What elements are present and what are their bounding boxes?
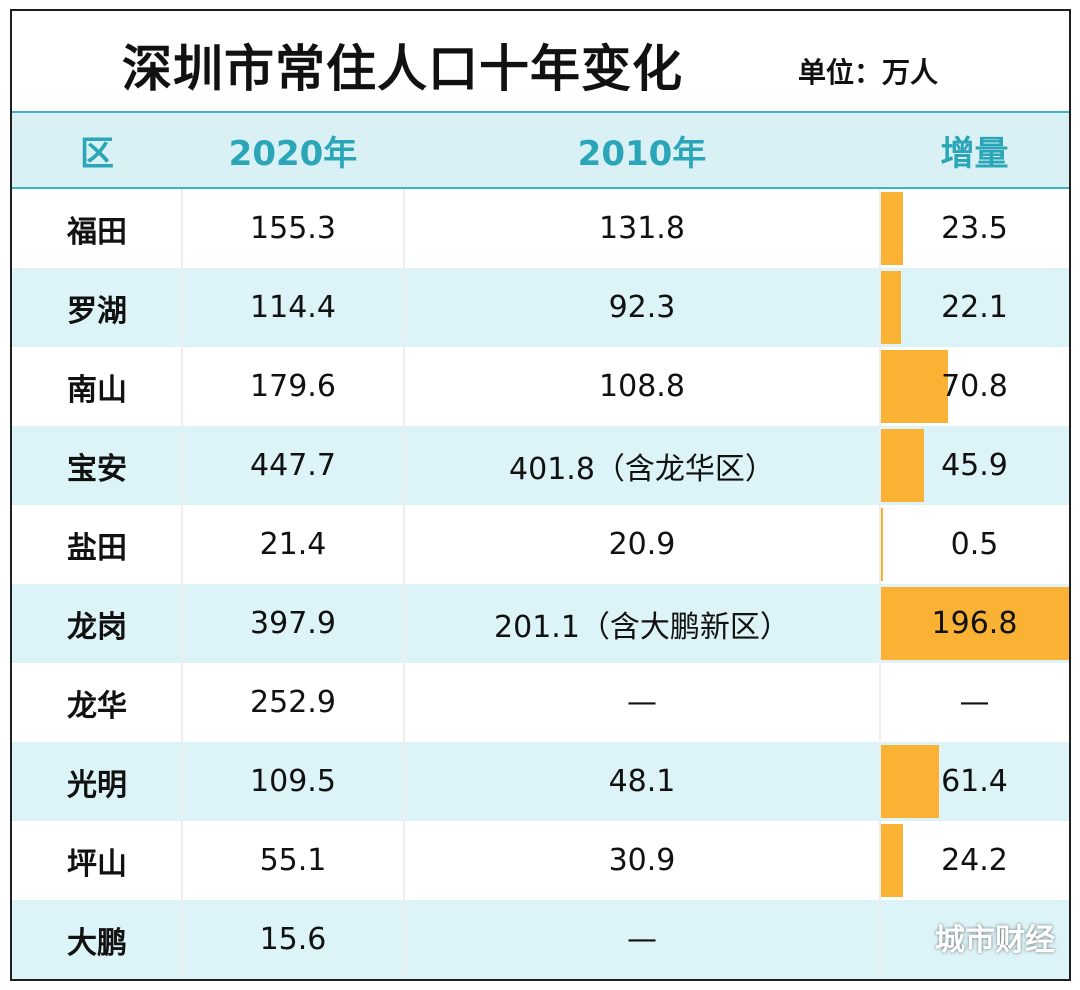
increase-cell: 45.9 [941, 448, 1008, 483]
increase-bar [880, 350, 948, 423]
value-2010-cell: 20.9 [608, 527, 676, 562]
column-divider [181, 189, 183, 979]
page-title: 深圳市常住人口十年变化 [122, 40, 683, 98]
district-cell: 大鹏 [67, 925, 127, 961]
table-row: 罗湖 114.4 92.3 22.1 [12, 268, 1069, 347]
watermark: 城市财经 [935, 923, 1055, 958]
table-frame: 深圳市常住人口十年变化 单位：万人 区 2020年 2010年 增量 福田 155… [10, 9, 1071, 981]
increase-bar [880, 271, 901, 344]
value-2020-cell: 15.6 [259, 922, 327, 957]
value-2010-cell: 401.8（含龙华区） [509, 451, 775, 487]
increase-cell: 0.5 [950, 527, 999, 562]
unit-label: 单位：万人 [798, 56, 939, 89]
value-2010-cell: 201.1（含大鹏新区） [494, 609, 790, 645]
increase-cell: 61.4 [941, 764, 1008, 799]
district-cell: 龙岗 [67, 609, 127, 645]
column-divider [879, 189, 881, 979]
district-cell: 福田 [67, 214, 127, 250]
title-row: 深圳市常住人口十年变化 单位：万人 [12, 11, 1069, 111]
increase-bar [880, 745, 939, 818]
value-2010-cell: 30.9 [608, 843, 676, 878]
value-2010-cell: 92.3 [608, 290, 676, 325]
value-2010-cell: — [627, 685, 657, 720]
district-cell: 坪山 [67, 846, 127, 882]
district-cell: 龙华 [67, 688, 127, 724]
value-2020-cell: 155.3 [250, 211, 336, 246]
table-row: 宝安 447.7 401.8（含龙华区） 45.9 [12, 426, 1069, 505]
increase-cell: 22.1 [941, 290, 1008, 325]
header-2010: 2010年 [577, 133, 707, 174]
increase-cell: 70.8 [941, 369, 1008, 404]
increase-bar [880, 508, 883, 581]
value-2010-cell: 48.1 [608, 764, 676, 799]
value-2020-cell: 55.1 [259, 843, 327, 878]
value-2010-cell: — [627, 922, 657, 957]
increase-bar [880, 587, 1069, 660]
increase-cell: 24.2 [941, 843, 1008, 878]
value-2020-cell: 21.4 [259, 527, 327, 562]
increase-cell: 196.8 [931, 606, 1018, 641]
district-cell: 宝安 [67, 451, 127, 487]
increase-bar [880, 429, 924, 502]
value-2020-cell: 109.5 [250, 764, 336, 799]
table-row: 盐田 21.4 20.9 0.5 [12, 505, 1069, 584]
increase-cell: — [959, 685, 990, 720]
table-header: 区 2020年 2010年 增量 [12, 111, 1069, 189]
district-cell: 罗湖 [67, 293, 127, 329]
table-row: 坪山 55.1 30.9 24.2 [12, 821, 1069, 900]
increase-bar [880, 824, 903, 897]
table-row: 龙岗 397.9 201.1（含大鹏新区） 196.8 [12, 584, 1069, 663]
increase-bar [880, 192, 903, 265]
increase-cell: 23.5 [941, 211, 1008, 246]
value-2020-cell: 397.9 [250, 606, 336, 641]
district-cell: 南山 [67, 372, 127, 408]
value-2020-cell: 114.4 [250, 290, 336, 325]
value-2020-cell: 179.6 [250, 369, 336, 404]
district-cell: 盐田 [67, 530, 127, 566]
district-cell: 光明 [67, 767, 127, 803]
header-2020: 2020年 [228, 133, 358, 174]
table-row: 福田 155.3 131.8 23.5 [12, 189, 1069, 268]
table-row: 光明 109.5 48.1 61.4 [12, 742, 1069, 821]
header-district: 区 [80, 133, 114, 174]
header-increase: 增量 [940, 133, 1009, 174]
value-2020-cell: 447.7 [250, 448, 336, 483]
value-2010-cell: 131.8 [599, 211, 685, 246]
table-row: 龙华 252.9 — — [12, 663, 1069, 742]
value-2010-cell: 108.8 [599, 369, 685, 404]
column-divider [403, 189, 405, 979]
value-2020-cell: 252.9 [250, 685, 336, 720]
table-row: 大鹏 15.6 — [12, 900, 1069, 979]
table-row: 南山 179.6 108.8 70.8 [12, 347, 1069, 426]
